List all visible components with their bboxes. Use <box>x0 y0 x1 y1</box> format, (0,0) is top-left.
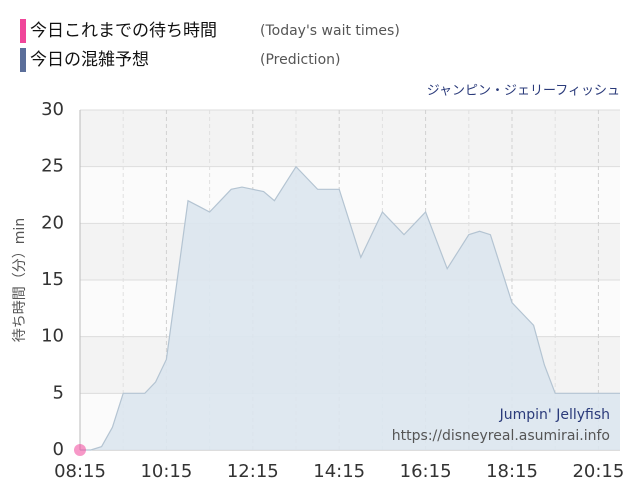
x-tick-label: 10:15 <box>140 461 192 482</box>
area-fill <box>80 166 620 450</box>
x-tick-label: 14:15 <box>313 461 365 482</box>
y-tick-label: 0 <box>53 439 64 460</box>
legend-label: 今日の混雑予想 <box>30 50 149 70</box>
annotation: Jumpin' Jellyfish <box>499 407 610 423</box>
legend-note: (Prediction) <box>260 52 340 68</box>
legend-swatch <box>20 48 26 72</box>
y-tick-label: 25 <box>41 156 64 177</box>
y-tick-label: 15 <box>41 269 64 290</box>
data-point <box>74 444 86 456</box>
x-tick-label: 08:15 <box>54 461 106 482</box>
annotation: https://disneyreal.asumirai.info <box>392 428 610 444</box>
grid-band <box>80 166 620 224</box>
y-tick-label: 5 <box>53 382 64 403</box>
area-line <box>80 165 620 451</box>
grid-band <box>80 110 620 167</box>
x-tick-label: 20:15 <box>572 461 624 482</box>
y-tick-label: 30 <box>41 99 64 120</box>
chart-subtitle: ジャンピン・ジェリーフィッシュ <box>427 84 620 99</box>
x-tick-label: 16:15 <box>400 461 452 482</box>
x-tick-label: 12:15 <box>227 461 279 482</box>
legend-swatch <box>20 19 26 43</box>
y-tick-label: 20 <box>41 212 64 233</box>
y-axis-label: 待ち時間（分）min <box>12 218 28 342</box>
x-tick-label: 18:15 <box>486 461 538 482</box>
y-tick-label: 10 <box>41 326 64 347</box>
legend-label: 今日これまでの待ち時間 <box>30 21 217 41</box>
legend-note: (Today's wait times) <box>260 23 400 39</box>
